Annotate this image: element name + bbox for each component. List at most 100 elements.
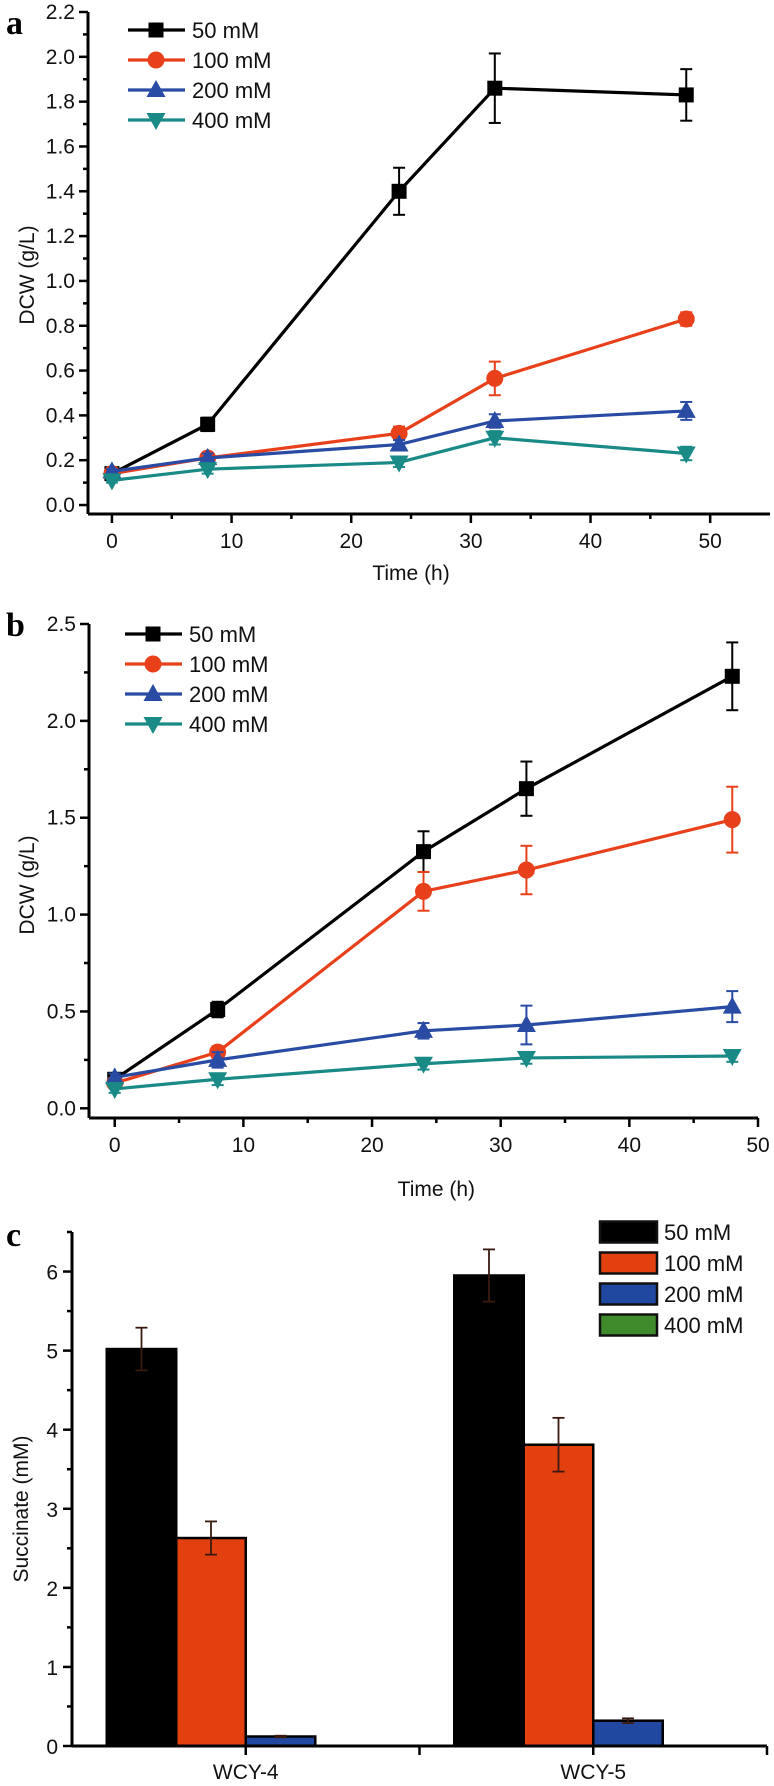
x-tick-label: 50 [746, 1134, 769, 1157]
data-point [678, 87, 694, 103]
x-category-label: WCY-4 [213, 1761, 279, 1784]
legend-marker [146, 80, 166, 97]
legend-swatch [598, 1282, 659, 1306]
y-axis-title: DCW (g/L) [16, 225, 39, 324]
y-tick-label: 0 [46, 1736, 58, 1759]
y-tick-label: 1.2 [46, 225, 75, 248]
x-tick-label: 30 [489, 1134, 512, 1157]
legend-marker [146, 113, 166, 130]
y-tick-label: 1.8 [46, 91, 75, 114]
data-point [415, 882, 432, 900]
series-400-mm [102, 430, 696, 491]
data-point [486, 369, 504, 387]
y-tick-label: 1 [46, 1657, 58, 1680]
legend-label: 50 mM [664, 1220, 731, 1245]
data-point [414, 1020, 433, 1038]
x-tick-label: 0 [109, 1134, 121, 1157]
legend-label: 400 mM [192, 108, 271, 133]
data-point [391, 183, 407, 199]
data-point [722, 996, 742, 1014]
y-tick-label: 1.6 [46, 135, 75, 158]
x-tick-label: 40 [618, 1134, 641, 1157]
data-point [198, 462, 218, 480]
legend-label: 50 mM [192, 18, 259, 43]
legend-label: 100 mM [192, 48, 271, 73]
data-point [105, 1067, 125, 1085]
panel-a-dcw-chart: a 0.0 0.2 0.4 0.6 0.8 1.0 1.2 1.4 1.6 1.8 2.0 2.2 0 1… [6, 1, 770, 585]
x-axis-title: Time (h) [372, 562, 449, 585]
x-tick-label: 10 [220, 530, 243, 553]
series-200-mm [105, 990, 742, 1085]
bar-group-wcy-4 [105, 1326, 317, 1748]
y-tick-label: 0.6 [46, 360, 75, 383]
y-tick-label: 0.0 [47, 1097, 76, 1120]
legend-label: 100 mM [189, 652, 268, 677]
data-point [518, 781, 534, 797]
data-point [208, 1049, 228, 1067]
legend-marker [143, 717, 163, 734]
y-tick-label: 2.5 [47, 613, 76, 636]
data-point [416, 844, 431, 860]
y-tick-label: 0.8 [46, 315, 75, 338]
data-point [105, 1081, 125, 1099]
y-axis-title: DCW (g/L) [16, 835, 39, 934]
y-axis-title: Succinate (mM) [10, 1435, 33, 1582]
legend-label: 200 mM [189, 682, 268, 707]
legend-swatch [598, 1313, 659, 1337]
bar [105, 1347, 178, 1748]
y-tick-label: 0.2 [46, 449, 75, 472]
y-tick-label: 2.2 [46, 1, 75, 24]
bar [175, 1536, 247, 1748]
y-tick-label: 0.0 [46, 494, 75, 517]
legend-marker [147, 51, 165, 69]
data-point [516, 1015, 536, 1033]
panel-letter-c: c [6, 1217, 21, 1254]
panel-letter-a: a [6, 5, 23, 42]
y-tick-label: 2.0 [46, 46, 75, 69]
x-tick-label: 20 [340, 530, 363, 553]
y-tick-label: 0.5 [47, 1000, 76, 1023]
panel-b-dcw-chart: b 0.0 0.5 1.0 1.5 2.0 2.5 0 10 20 30 40 50 Time (h) D… [6, 607, 770, 1201]
data-point [676, 400, 696, 418]
y-tick-label: 2.0 [47, 710, 76, 733]
legend-label: 100 mM [664, 1251, 743, 1276]
y-tick-label: 4 [46, 1420, 58, 1443]
series-200-mm [102, 400, 696, 479]
legend-marker [148, 22, 164, 38]
legend-marker [144, 655, 162, 673]
x-tick-label: 30 [459, 530, 482, 553]
data-point [198, 447, 218, 465]
panel-c-succinate-chart: c WCY-4 WCY-5 0 1 2 3 4 5 6 Succinate (mM) 50 mM 10… [6, 1217, 769, 1784]
x-tick-label: 20 [360, 1134, 383, 1157]
data-point [517, 861, 535, 879]
data-point [487, 80, 503, 96]
panel-letter-b: b [6, 607, 25, 644]
y-tick-label: 1.4 [46, 180, 76, 203]
y-tick-label: 1.0 [46, 270, 75, 293]
legend-label: 200 mM [664, 1282, 743, 1307]
bar [592, 1719, 664, 1748]
data-point [200, 416, 216, 432]
y-tick-label: 1.5 [47, 807, 76, 830]
y-tick-label: 1.0 [47, 904, 76, 927]
x-tick-label: 10 [232, 1134, 255, 1157]
y-tick-label: 5 [46, 1341, 58, 1364]
legend-label: 50 mM [189, 622, 256, 647]
y-tick-label: 2 [46, 1578, 58, 1601]
data-point [485, 410, 505, 428]
x-tick-label: 40 [579, 530, 602, 553]
bar-group-wcy-5 [453, 1248, 664, 1748]
data-point [414, 1056, 433, 1074]
data-point [677, 310, 695, 328]
x-tick-label: 50 [698, 530, 721, 553]
y-tick-label: 6 [46, 1262, 58, 1285]
x-axis-title: Time (h) [398, 1178, 475, 1201]
x-category-label: WCY-5 [560, 1761, 626, 1784]
legend-marker [145, 626, 161, 642]
legend-label: 400 mM [664, 1313, 743, 1338]
data-point [102, 473, 122, 491]
data-point [210, 1002, 226, 1018]
data-point [724, 668, 740, 684]
data-point [389, 455, 409, 473]
data-point [208, 1072, 228, 1090]
